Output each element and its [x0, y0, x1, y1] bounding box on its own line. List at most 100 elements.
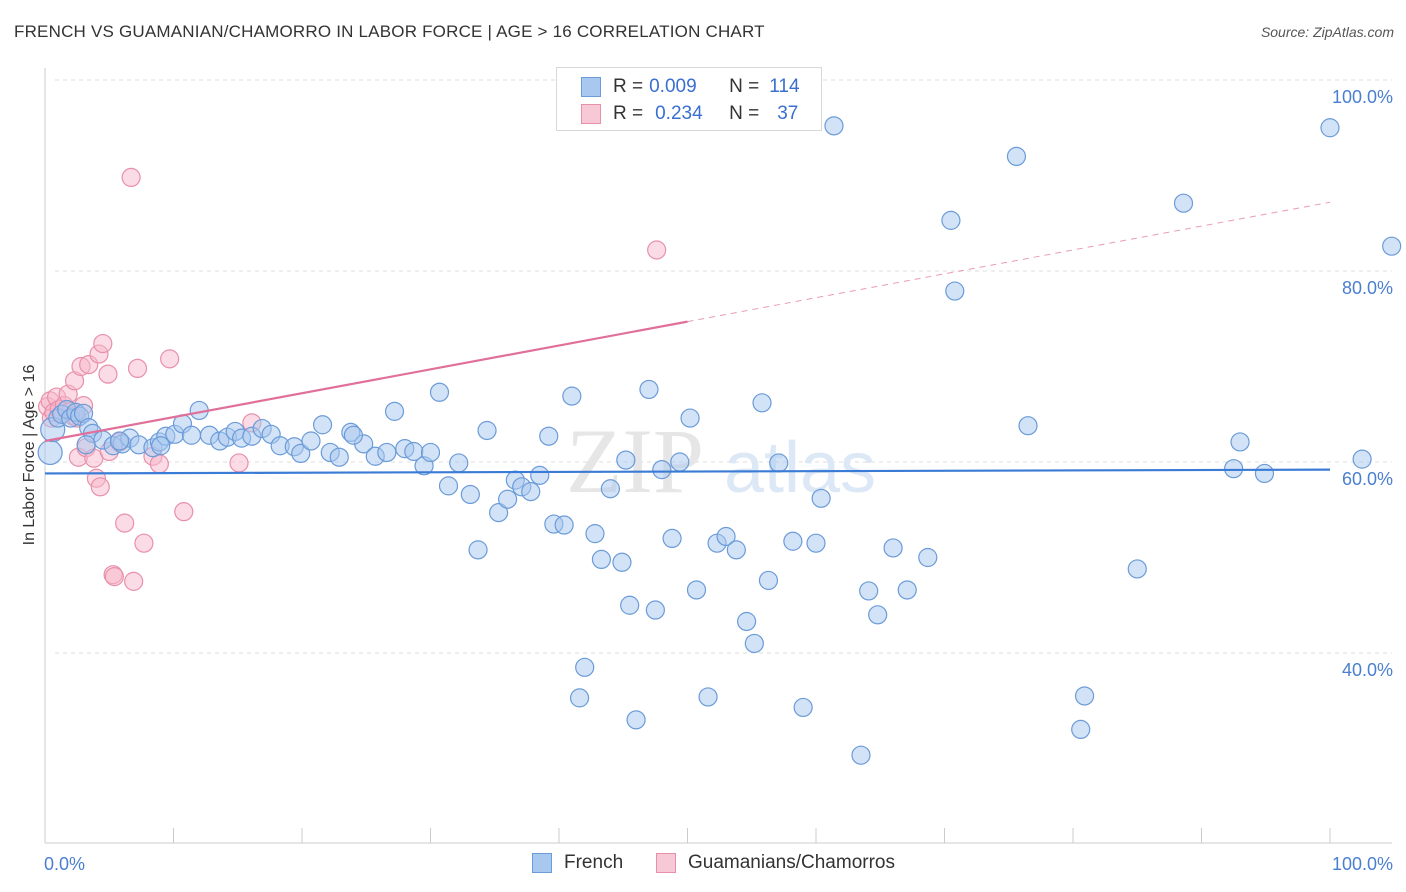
- french-point: [1018, 416, 1038, 436]
- guamanian-point: [115, 513, 135, 533]
- french-point: [1230, 432, 1250, 452]
- y-tick-label: 100.0%: [1332, 87, 1393, 107]
- data-points: [37, 116, 1402, 765]
- french-point: [726, 540, 746, 560]
- x-tick-label: 0.0%: [44, 854, 85, 874]
- french-point: [716, 526, 736, 547]
- french-point: [645, 600, 665, 620]
- watermark-atlas: atlas: [724, 428, 876, 508]
- french-point: [1173, 193, 1194, 213]
- french-point: [1074, 686, 1095, 706]
- french-point: [769, 453, 789, 473]
- french-point: [575, 657, 595, 677]
- french-point: [1320, 118, 1340, 138]
- french-point: [1352, 449, 1372, 469]
- guamanian-point: [149, 454, 169, 474]
- french-point: [918, 547, 938, 568]
- french-point: [620, 595, 640, 615]
- french-point: [312, 415, 333, 435]
- stats-row-french: R = 0.009 N = 114: [581, 73, 800, 101]
- guamanian-point: [229, 453, 249, 473]
- guamanian-point: [160, 349, 180, 369]
- r-value: 0.009: [649, 76, 697, 97]
- french-point: [1071, 719, 1091, 740]
- french-point: [562, 386, 582, 406]
- french-point: [377, 442, 397, 463]
- french-point: [851, 745, 871, 765]
- french-point: [329, 447, 349, 467]
- french-point: [652, 460, 672, 480]
- r-value: 0.234: [655, 103, 703, 124]
- french-point: [639, 379, 659, 400]
- stats-legend: R = 0.009 N = 114 R = 0.234 N = 37: [556, 67, 822, 131]
- french-point: [109, 431, 130, 451]
- guamanian-swatch: [656, 853, 676, 873]
- french-point: [291, 443, 311, 464]
- french-point: [600, 479, 621, 499]
- tick-labels: 40.0% 60.0% 80.0% 100.0% 0.0% 100.0%: [44, 87, 1393, 874]
- french-trend-line: [44, 468, 1331, 475]
- guamanian-trend-extension: [687, 201, 1331, 323]
- n-label: N =: [729, 103, 760, 124]
- french-point: [460, 484, 480, 505]
- french-point: [449, 453, 469, 473]
- french-point: [521, 482, 541, 502]
- french-point: [1224, 459, 1244, 479]
- french-point: [539, 426, 559, 446]
- french-point: [429, 382, 450, 402]
- axes: [44, 68, 1392, 844]
- french-point: [438, 476, 459, 496]
- french-point: [744, 633, 764, 654]
- french-point: [859, 581, 879, 601]
- r-label: R =: [613, 76, 644, 97]
- legend-item-french: French: [532, 852, 623, 874]
- french-point: [76, 435, 96, 455]
- french-point: [686, 580, 707, 600]
- y-axis-label: In Labor Force | Age > 16: [21, 365, 38, 546]
- french-point: [384, 401, 405, 421]
- y-tick-label: 40.0%: [1342, 660, 1393, 680]
- legend-item-guamanian: Guamanians/Chamorros: [656, 852, 895, 874]
- guamanian-point: [124, 571, 144, 591]
- french-point: [181, 425, 202, 445]
- guamanian-point: [93, 333, 113, 354]
- french-point: [343, 425, 363, 445]
- y-tick-label: 60.0%: [1342, 469, 1393, 489]
- french-point: [758, 570, 779, 591]
- series-legend: French Guamanians/Chamorros: [0, 852, 1406, 878]
- r-label: R =: [613, 103, 644, 124]
- french-point: [662, 528, 682, 549]
- french-point: [680, 408, 700, 428]
- guamanian-point: [647, 240, 667, 260]
- french-point: [897, 580, 917, 600]
- french-swatch: [581, 77, 601, 97]
- french-point: [783, 531, 803, 551]
- guamanian-point: [134, 533, 154, 553]
- n-label: N =: [729, 76, 760, 97]
- stats-row-guamanian: R = 0.234 N = 37: [581, 100, 798, 128]
- french-point: [530, 465, 550, 485]
- french-point: [670, 452, 690, 472]
- french-point: [616, 450, 636, 470]
- legend-label: French: [564, 852, 624, 873]
- y-tick-label: 80.0%: [1342, 278, 1393, 298]
- guamanian-point: [127, 358, 148, 379]
- guamanian-point: [98, 364, 118, 384]
- french-point: [811, 488, 831, 508]
- french-point: [1254, 463, 1275, 484]
- french-point: [569, 688, 590, 708]
- legend-label: Guamanians/Chamorros: [688, 852, 895, 873]
- french-point: [1382, 236, 1402, 256]
- french-point: [1127, 559, 1147, 579]
- n-value: 114: [769, 76, 800, 97]
- french-point: [806, 533, 826, 553]
- french-point: [151, 436, 171, 456]
- source-credit: Source: ZipAtlas.com: [1260, 24, 1394, 40]
- french-point: [945, 281, 965, 301]
- french-point: [941, 210, 961, 230]
- guamanian-point: [121, 167, 141, 188]
- grid-lines: [55, 79, 1392, 654]
- guamanian-point: [174, 502, 194, 522]
- trend-lines: [44, 201, 1331, 475]
